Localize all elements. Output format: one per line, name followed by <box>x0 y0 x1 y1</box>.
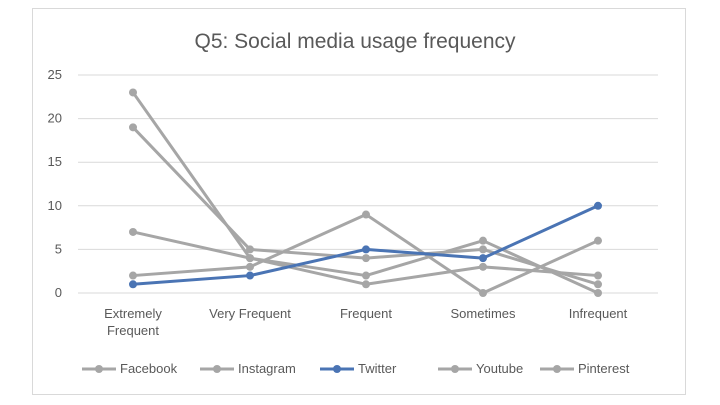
grid-lines <box>78 74 658 294</box>
legend-item-facebook: Facebook <box>82 361 178 376</box>
legend-swatch-marker <box>213 365 221 373</box>
y-tick-label: 10 <box>48 198 62 213</box>
y-tick-label: 25 <box>48 67 62 82</box>
series-facebook <box>129 88 602 297</box>
data-point <box>129 271 137 280</box>
data-point <box>362 210 370 219</box>
data-point <box>479 289 487 297</box>
chart-frame <box>32 8 686 395</box>
data-point <box>479 245 487 254</box>
series-lines <box>129 88 602 297</box>
legend-swatch-marker <box>333 365 341 373</box>
data-point <box>594 280 602 289</box>
legend-label: Instagram <box>238 361 296 376</box>
x-tick-label: Sometimes <box>450 306 516 321</box>
x-axis: Extremely Frequent Very Frequent Frequent So… <box>104 306 628 338</box>
data-point <box>594 201 602 210</box>
data-point <box>246 254 254 263</box>
y-axis: 0 5 10 15 20 25 <box>48 67 62 300</box>
y-tick-label: 5 <box>55 241 62 256</box>
data-point <box>246 262 254 271</box>
x-tick-label: Extremely Frequent <box>104 306 162 338</box>
data-point <box>594 236 602 245</box>
data-point <box>362 245 370 254</box>
x-tick-label: Frequent <box>340 306 392 321</box>
data-point <box>129 88 137 97</box>
legend-label: Twitter <box>358 361 397 376</box>
legend-swatch-marker <box>95 365 103 373</box>
x-tick-label: Infrequent <box>569 306 628 321</box>
legend-item-twitter: Twitter <box>320 361 397 376</box>
series-youtube <box>129 210 602 297</box>
y-tick-label: 0 <box>55 285 62 300</box>
series-pinterest <box>129 227 602 289</box>
data-point <box>246 271 254 280</box>
legend-label: Youtube <box>476 361 523 376</box>
legend-swatch-marker <box>451 365 459 373</box>
y-tick-label: 15 <box>48 154 62 169</box>
data-point <box>594 271 602 280</box>
data-point <box>362 280 370 289</box>
legend-swatch-marker <box>553 365 561 373</box>
data-point <box>362 271 370 280</box>
legend-item-instagram: Instagram <box>200 361 296 376</box>
legend-item-pinterest: Pinterest <box>540 361 630 376</box>
x-tick-label: Very Frequent <box>209 306 291 321</box>
series-instagram <box>129 123 602 289</box>
data-point <box>129 227 137 236</box>
legend-item-youtube: Youtube <box>438 361 523 376</box>
y-tick-label: 20 <box>48 111 62 126</box>
data-point <box>246 245 254 254</box>
series-twitter <box>129 201 602 289</box>
legend-label: Facebook <box>120 361 178 376</box>
data-point <box>362 254 370 263</box>
legend: Facebook Instagram Twitter Youtube Pinterest <box>82 361 630 376</box>
data-point <box>479 254 487 263</box>
legend-label: Pinterest <box>578 361 630 376</box>
data-point <box>129 123 137 132</box>
data-point <box>479 236 487 245</box>
data-point <box>129 280 137 289</box>
data-point <box>479 262 487 271</box>
chart-title: Q5: Social media usage frequency <box>194 30 516 53</box>
data-point <box>594 289 602 297</box>
